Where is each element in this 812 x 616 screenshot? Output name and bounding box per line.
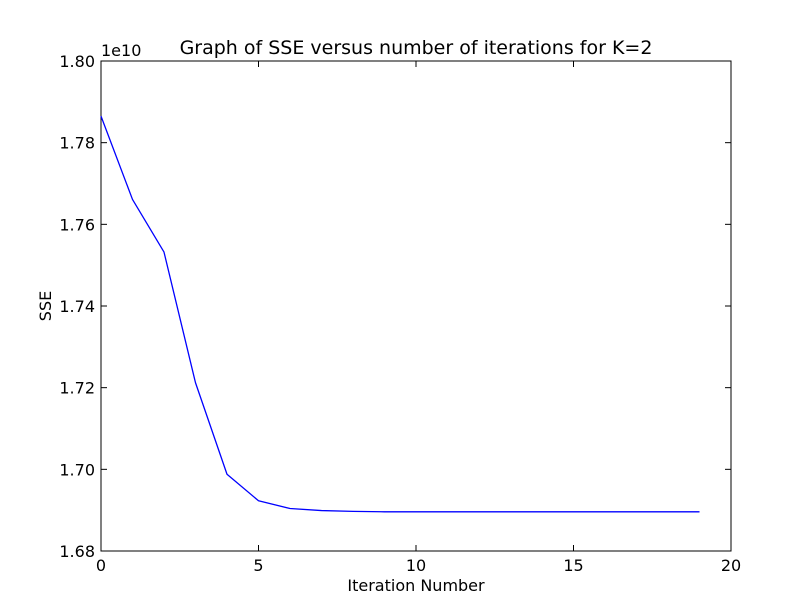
y-tick-label: 1.74 <box>59 297 95 316</box>
y-tick-label: 1.76 <box>59 215 95 234</box>
sse-series-line <box>100 115 700 513</box>
x-tick-label: 5 <box>253 556 263 575</box>
chart-title: Graph of SSE versus number of iterations… <box>180 37 653 59</box>
ticks-layer <box>100 60 732 552</box>
y-tick-label: 1.70 <box>59 460 95 479</box>
x-tick-label: 20 <box>721 556 741 575</box>
x-axis-label: Iteration Number <box>347 576 485 595</box>
x-tick-label: 0 <box>96 556 106 575</box>
series-layer <box>100 115 700 513</box>
y-tick-label: 1.80 <box>59 52 95 71</box>
x-tick-label: 10 <box>406 556 426 575</box>
y-axis-label: SSE <box>36 291 55 321</box>
x-tick-label: 15 <box>563 556 583 575</box>
y-axis-offset-label: 1e10 <box>101 41 141 60</box>
y-tick-label: 1.72 <box>59 379 95 398</box>
y-tick-label: 1.68 <box>59 542 95 561</box>
y-tick-label: 1.78 <box>59 134 95 153</box>
plot-frame <box>100 60 732 552</box>
tick-labels-layer: 0 5 10 15 20 1.68 1.70 1.72 1.74 1.76 1.78 1.80 <box>59 52 741 575</box>
